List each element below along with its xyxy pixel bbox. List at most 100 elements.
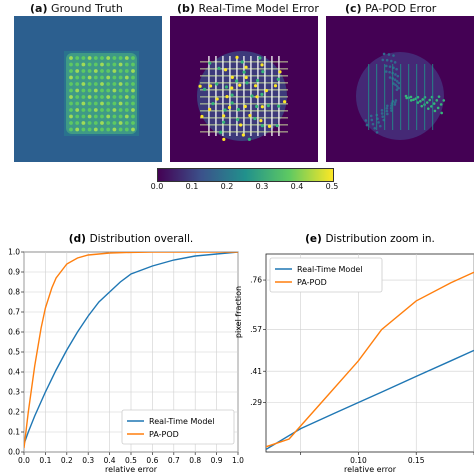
texture-dot	[118, 101, 123, 106]
y-tick-label: 0.2	[8, 408, 20, 417]
x-tick-label: 0.3	[82, 456, 94, 465]
error-speck	[208, 61, 212, 65]
texture-dot	[69, 62, 73, 67]
colorbar-tick-label: 0.5	[325, 182, 339, 191]
error-speck	[217, 66, 221, 70]
error-speck	[230, 75, 234, 79]
error-speck	[388, 65, 392, 68]
error-speck	[208, 84, 213, 88]
texture-dot	[124, 108, 129, 112]
error-speck	[428, 98, 432, 102]
error-speck	[393, 103, 397, 106]
error-speck	[283, 100, 287, 104]
texture-dot	[87, 114, 92, 119]
error-streak	[200, 103, 288, 105]
error-streak	[384, 64, 386, 130]
texture-dot	[106, 121, 111, 125]
error-speck	[240, 60, 244, 64]
texture-dot	[100, 127, 104, 132]
y-tick-label: 0.29	[250, 398, 262, 407]
texture-dot	[93, 75, 98, 80]
error-speck	[409, 95, 413, 99]
error-speck	[277, 104, 281, 108]
texture-dot	[112, 108, 117, 112]
error-speck	[275, 124, 279, 128]
x-tick-label: 0.1	[39, 456, 51, 465]
texture-dot	[124, 127, 129, 132]
texture-dot	[112, 101, 117, 106]
error-speck	[223, 108, 227, 112]
texture-dot	[118, 75, 123, 80]
error-speck	[369, 114, 373, 118]
x-tick-label: 0.0	[18, 456, 30, 465]
legend	[121, 409, 235, 445]
real-time-error-image	[170, 16, 318, 162]
texture-dot	[87, 127, 92, 132]
error-speck	[253, 84, 258, 88]
error-speck	[198, 84, 202, 88]
texture-dot	[69, 95, 73, 99]
colorbar-tick-label: 0.2	[220, 182, 234, 191]
error-streak	[424, 64, 426, 130]
texture-dot	[93, 127, 98, 132]
texture-dot	[87, 95, 92, 99]
error-speck	[227, 105, 232, 110]
error-streak	[278, 56, 280, 136]
panel-a-title: (a) Ground Truth	[30, 2, 123, 15]
error-speck	[390, 104, 393, 107]
x-tick-label: 0.10	[350, 456, 367, 465]
error-speck	[385, 107, 389, 110]
texture-dot	[112, 114, 117, 119]
error-streak	[264, 56, 266, 136]
error-speck	[390, 59, 393, 63]
error-speck	[245, 81, 249, 85]
colorbar-tick-label: 0.4	[290, 182, 304, 191]
error-streak	[200, 124, 288, 126]
texture-dot	[118, 95, 123, 99]
texture-dot	[69, 88, 73, 93]
y-tick-label: 0.0	[8, 448, 20, 457]
texture-dot	[131, 101, 135, 106]
error-speck	[432, 102, 436, 105]
y-tick-label: 0.8	[8, 288, 20, 297]
panel-a-title-text: Ground Truth	[50, 2, 123, 15]
texture-dot	[81, 75, 86, 80]
texture-dot	[81, 82, 86, 86]
x-tick-label: 0.6	[146, 456, 158, 465]
texture-dot	[69, 69, 73, 73]
error-speck	[442, 99, 446, 102]
x-tick-label: 0.9	[211, 456, 223, 465]
error-speck	[439, 103, 443, 106]
texture-dot	[87, 75, 92, 80]
error-streak	[368, 64, 370, 130]
texture-dot	[131, 108, 135, 112]
error-speck	[394, 99, 398, 102]
texture-dot	[124, 75, 129, 80]
x-tick-label: 0.7	[168, 456, 180, 465]
error-speck	[236, 107, 240, 112]
error-speck	[433, 109, 437, 113]
y-tick-label: 0.6	[8, 328, 20, 337]
series-line-real-time-model	[24, 252, 238, 445]
pa-pod-error-image	[326, 16, 474, 162]
panel-c-tag: (c)	[345, 2, 362, 15]
error-speck	[384, 70, 388, 73]
texture-dot	[87, 88, 92, 93]
texture-dot	[81, 62, 86, 67]
texture-dot	[131, 127, 135, 132]
panel-a-tag: (a)	[30, 2, 48, 15]
texture-dot	[81, 101, 86, 106]
panel-c-title: (c) PA-POD Error	[345, 2, 436, 15]
error-speck	[373, 126, 377, 130]
texture-dot	[124, 88, 129, 93]
error-speck	[241, 133, 245, 137]
texture-dot	[93, 82, 98, 86]
error-speck	[225, 95, 229, 99]
texture-dot	[69, 75, 73, 80]
texture-dot	[118, 82, 123, 86]
panel-b-title: (b) Real-Time Model Error	[177, 2, 319, 15]
error-speck	[393, 101, 397, 104]
texture-dot	[112, 82, 117, 86]
texture-dot	[69, 101, 73, 106]
error-speck	[259, 119, 263, 123]
